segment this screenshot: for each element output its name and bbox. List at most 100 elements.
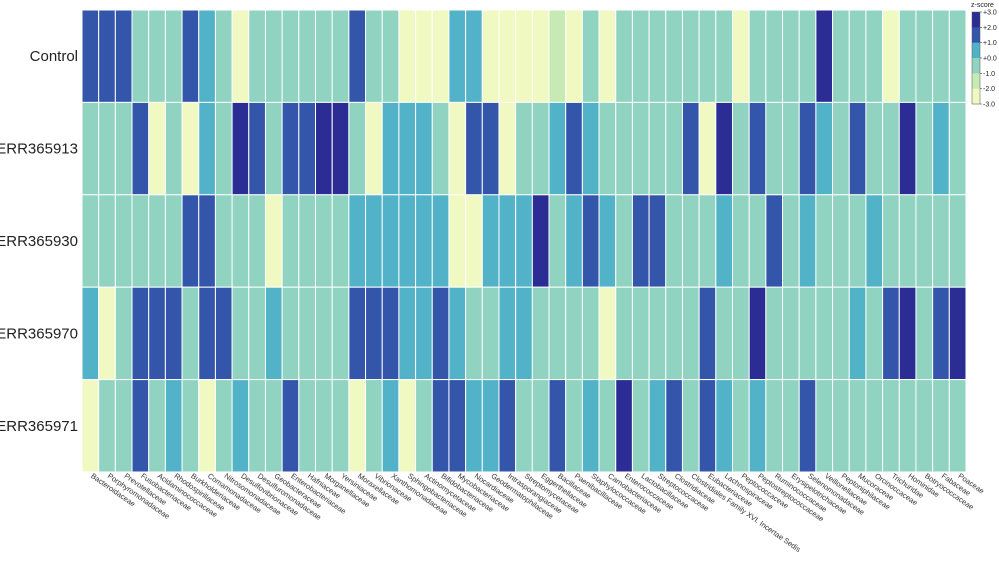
heatmap-cell [298,101,317,196]
heatmap-cell [848,194,867,288]
heatmap-cell [915,194,934,288]
heatmap-cell [848,9,867,103]
heatmap-cell [898,101,917,196]
heatmap-cell [515,194,533,288]
heatmap-cell [531,379,550,473]
heatmap-cell [348,9,367,103]
heatmap-cell [631,379,650,473]
heatmap-cell [98,101,116,196]
heatmap-cell [148,379,166,473]
heatmap-cell [715,101,733,196]
heatmap-cell [481,286,500,381]
heatmap-cell [782,194,800,288]
heatmap-cell [631,9,650,103]
heatmap-cell [365,194,383,288]
heatmap-cell [882,286,900,381]
heatmap-cell [531,9,550,103]
heatmap-cell [348,101,367,196]
heatmap-cells [81,9,967,473]
heatmap-cell [665,379,683,473]
heatmap-cell [281,194,300,288]
heatmap-cell [565,101,583,196]
heatmap-cell [815,9,834,103]
heatmap-cell [915,9,934,103]
heatmap-cell [731,101,750,196]
colorbar-tick-label: +2.0 [983,25,997,32]
heatmap-cell [681,194,700,288]
heatmap-cell [648,9,667,103]
heatmap-cell [631,286,650,381]
heatmap-cell [114,379,133,473]
heatmap-cell [465,101,483,196]
heatmap-cell [264,194,283,288]
heatmap-cell [415,9,433,103]
heatmap-cell [932,9,950,103]
heatmap-cell [698,286,717,381]
heatmap-cell [331,379,350,473]
heatmap-cell [848,101,867,196]
heatmap-cell [248,9,266,103]
heatmap-cell [715,379,733,473]
heatmap-cell [264,379,283,473]
heatmap-cell [248,286,266,381]
heatmap-cell [648,379,667,473]
heatmap-cell [631,194,650,288]
heatmap-cell [131,9,150,103]
heatmap-cell [415,379,433,473]
heatmap-cell [164,194,183,288]
heatmap-cell [398,9,417,103]
heatmap-cell [264,9,283,103]
heatmap-cell [114,194,133,288]
heatmap-cell [415,101,433,196]
heatmap-cell [765,9,784,103]
heatmap-cell [882,194,900,288]
heatmap-cell [598,286,617,381]
heatmap-cell [164,9,183,103]
heatmap-cell [865,379,884,473]
heatmap-cell [164,286,183,381]
heatmap-cell [882,101,900,196]
heatmap-cell [915,379,934,473]
heatmap-cell [548,101,567,196]
heatmap-cell [865,101,884,196]
heatmap-cell [581,194,600,288]
heatmap-cell [815,101,834,196]
row-label: Control [30,48,78,65]
heatmap-cell [348,194,367,288]
heatmap-cell [615,9,633,103]
heatmap-cell [848,379,867,473]
heatmap-cell [948,194,967,288]
heatmap-cell [932,379,950,473]
heatmap-cell [715,286,733,381]
heatmap-cell [348,379,367,473]
heatmap-cell [398,379,417,473]
heatmap-cell [898,286,917,381]
heatmap-cell [381,9,400,103]
heatmap-cell [231,194,250,288]
heatmap-cell [131,286,150,381]
heatmap-cell [481,379,500,473]
heatmap-cell [198,101,216,196]
heatmap-cell [615,194,633,288]
heatmap-cell [114,286,133,381]
heatmap-cell [465,194,483,288]
heatmap-cell [481,194,500,288]
heatmap-cell [765,379,784,473]
heatmap-cell [98,194,116,288]
heatmap-cell [832,286,850,381]
heatmap-cell [948,286,967,381]
heatmap-cell [782,9,800,103]
heatmap-cell [431,286,450,381]
heatmap-cell [948,101,967,196]
heatmap-cell [214,194,233,288]
heatmap-cell [832,194,850,288]
heatmap-cell [681,101,700,196]
heatmap-cell [448,9,467,103]
heatmap-cell [315,379,333,473]
heatmap-cell [865,194,884,288]
heatmap-cell [248,194,266,288]
heatmap-cell [181,379,200,473]
heatmap-cell [231,101,250,196]
heatmap-cell [548,9,567,103]
